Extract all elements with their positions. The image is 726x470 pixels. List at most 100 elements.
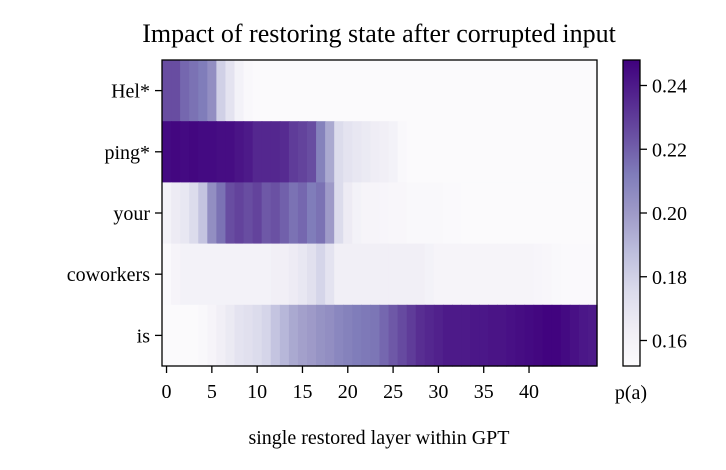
- heatmap-cell-1-27: [406, 121, 417, 183]
- heatmap-cell-3-24: [379, 243, 390, 306]
- heatmap-cell-1-0: [162, 121, 172, 183]
- x-tick-label-6: 30: [428, 381, 448, 403]
- heatmap-cell-1-11: [261, 121, 272, 183]
- heatmap-cell-0-1: [171, 60, 181, 122]
- heatmap-cell-4-26: [397, 304, 408, 367]
- heatmap-cell-4-14: [288, 304, 299, 367]
- heatmap-cell-4-39: [515, 304, 526, 367]
- heatmap-cell-0-7: [225, 60, 236, 122]
- heatmap-cell-1-34: [470, 121, 480, 183]
- heatmap-cell-4-32: [452, 304, 462, 367]
- heatmap-cell-4-20: [343, 304, 353, 367]
- colorbar-ticks: 0.16 0.18 0.20 0.22 0.24: [640, 76, 687, 353]
- heatmap-cell-2-47: [587, 182, 598, 245]
- heatmap-cell-3-45: [569, 243, 580, 306]
- heatmap-cell-3-41: [533, 243, 544, 306]
- heatmap-cell-4-1: [171, 304, 181, 367]
- colorbar-tick-label-4: 0.24: [652, 76, 687, 98]
- x-tick-label-3: 15: [292, 381, 312, 403]
- heatmap-cell-1-17: [316, 121, 326, 183]
- heatmap-cell-1-15: [297, 121, 308, 183]
- heatmap-cell-2-31: [442, 182, 453, 245]
- heatmap-cell-1-29: [424, 121, 435, 183]
- heatmap-cell-3-16: [307, 243, 317, 306]
- colorbar-tick-label-2: 0.20: [652, 203, 687, 225]
- heatmap-cell-2-43: [551, 182, 562, 245]
- heatmap-cell-2-26: [397, 182, 408, 245]
- heatmap-cell-4-11: [261, 304, 272, 367]
- heatmap-cell-2-27: [406, 182, 417, 245]
- heatmap-cell-1-43: [551, 121, 562, 183]
- heatmap-cell-2-6: [216, 182, 227, 245]
- heatmap-cell-4-23: [370, 304, 381, 367]
- heatmap-cell-4-16: [307, 304, 317, 367]
- heatmap-cell-1-36: [488, 121, 498, 183]
- heatmap-cell-1-38: [506, 121, 517, 183]
- heatmap-cell-2-5: [207, 182, 217, 245]
- heatmap-cell-0-8: [234, 60, 245, 122]
- heatmap-cell-2-3: [189, 182, 199, 245]
- heatmap-cell-3-39: [515, 243, 526, 306]
- heatmap-cell-2-13: [279, 182, 290, 245]
- heatmap-cell-1-46: [578, 121, 589, 183]
- heatmap-cell-4-31: [442, 304, 453, 367]
- heatmap-cell-4-35: [479, 304, 489, 367]
- heatmap-cell-2-38: [506, 182, 517, 245]
- heatmap-cell-0-40: [524, 60, 535, 122]
- heatmap-cell-0-29: [424, 60, 435, 122]
- heatmap-cell-1-9: [243, 121, 254, 183]
- heatmap-cell-3-26: [397, 243, 408, 306]
- heatmap-cell-1-24: [379, 121, 390, 183]
- heatmap-cell-4-22: [361, 304, 372, 367]
- heatmap-cell-3-2: [180, 243, 190, 306]
- heatmap-cell-2-36: [488, 182, 498, 245]
- heatmap-cell-1-1: [171, 121, 181, 183]
- heatmap-cell-1-47: [587, 121, 598, 183]
- heatmap-cell-4-9: [243, 304, 254, 367]
- heatmap-cell-2-28: [415, 182, 426, 245]
- heatmap-cell-2-40: [524, 182, 535, 245]
- heatmap-cell-0-13: [279, 60, 290, 122]
- heatmap-cell-0-6: [216, 60, 227, 122]
- heatmap-cell-3-6: [216, 243, 227, 306]
- heatmap-cell-1-14: [288, 121, 299, 183]
- heatmap-cell-2-23: [370, 182, 381, 245]
- heatmap-cell-1-35: [479, 121, 489, 183]
- heatmap-cell-3-43: [551, 243, 562, 306]
- heatmap-cell-0-27: [406, 60, 417, 122]
- heatmap-cell-2-30: [433, 182, 444, 245]
- heatmap-cell-1-5: [207, 121, 217, 183]
- heatmap-cell-1-8: [234, 121, 245, 183]
- heatmap-cell-4-15: [297, 304, 308, 367]
- heatmap-cell-1-37: [497, 121, 507, 183]
- heatmap-cell-2-2: [180, 182, 190, 245]
- heatmap-cell-1-25: [388, 121, 399, 183]
- heatmap-cell-1-22: [361, 121, 372, 183]
- heatmap-cell-2-9: [243, 182, 254, 245]
- heatmap-cell-3-47: [587, 243, 598, 306]
- heatmap-cell-0-2: [180, 60, 190, 122]
- heatmap-cell-1-20: [343, 121, 353, 183]
- heatmap-cell-4-19: [334, 304, 344, 367]
- chart-title: Impact of restoring state after corrupte…: [142, 19, 616, 48]
- heatmap-cell-2-18: [325, 182, 335, 245]
- heatmap-cell-2-39: [515, 182, 526, 245]
- heatmap-cell-1-23: [370, 121, 381, 183]
- heatmap-cell-2-35: [479, 182, 489, 245]
- heatmap-cell-2-7: [225, 182, 236, 245]
- heatmap-cell-1-4: [198, 121, 208, 183]
- heatmap-cell-3-20: [343, 243, 353, 306]
- heatmap-cell-2-42: [542, 182, 553, 245]
- heatmap-cell-2-14: [288, 182, 299, 245]
- colorbar-label: p(a): [615, 382, 647, 404]
- heatmap-cell-1-44: [560, 121, 571, 183]
- heatmap-cell-0-21: [352, 60, 362, 122]
- heatmap-cell-3-1: [171, 243, 181, 306]
- heatmap-cell-0-36: [488, 60, 498, 122]
- heatmap-cell-2-24: [379, 182, 390, 245]
- heatmap-cell-3-29: [424, 243, 435, 306]
- y-axis: Hel* ping* your coworkers is: [67, 81, 162, 347]
- heatmap-cell-0-16: [307, 60, 317, 122]
- heatmap-cell-0-47: [587, 60, 598, 122]
- y-tick-label-2: your: [113, 203, 150, 225]
